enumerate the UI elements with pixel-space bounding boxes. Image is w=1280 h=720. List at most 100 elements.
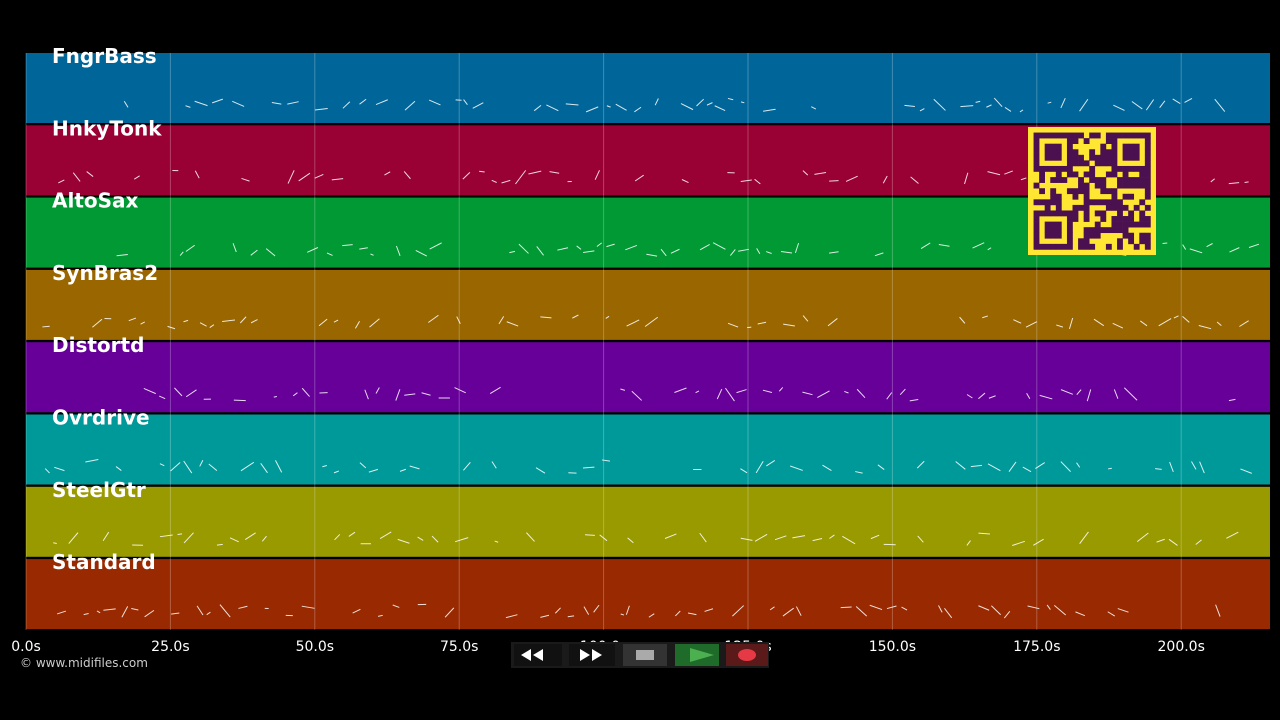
play-button[interactable]	[675, 644, 719, 666]
note	[606, 243, 615, 248]
qr-cell	[1117, 243, 1123, 250]
qr-cell	[1144, 143, 1151, 150]
qr-cell	[1066, 154, 1073, 161]
note	[428, 99, 441, 106]
qr-cell	[1139, 182, 1146, 189]
rewind-button[interactable]	[514, 644, 562, 666]
qr-cell	[1122, 221, 1129, 228]
note	[194, 170, 200, 179]
stop-button[interactable]	[623, 644, 667, 666]
note	[44, 468, 50, 474]
qr-cell	[1055, 193, 1062, 200]
note	[654, 98, 659, 106]
note	[404, 100, 416, 111]
qr-cell	[1033, 232, 1040, 239]
note	[1113, 389, 1119, 399]
note	[783, 323, 795, 327]
qr-cell	[1033, 165, 1040, 172]
qr-cell	[1039, 210, 1045, 217]
qr-cell	[1039, 177, 1045, 183]
qr-cell	[1144, 138, 1151, 144]
note	[795, 606, 802, 616]
qr-cell	[1066, 243, 1073, 250]
track: Standard	[26, 550, 1270, 630]
note	[565, 103, 579, 106]
qr-cell	[1089, 132, 1096, 139]
track-name: SynBras2	[52, 261, 158, 285]
qr-cell	[1111, 165, 1118, 172]
track-lane	[26, 486, 1270, 557]
qr-cell	[1072, 216, 1079, 222]
note	[855, 471, 863, 474]
qr-cell	[1122, 132, 1129, 139]
qr-cell	[1083, 193, 1090, 200]
note	[1169, 461, 1174, 473]
note	[594, 170, 600, 180]
note	[1239, 320, 1249, 327]
qr-cell	[1111, 221, 1118, 228]
note	[103, 608, 116, 611]
note	[674, 610, 681, 617]
note	[978, 532, 990, 535]
copyright: © www.midifiles.com	[20, 656, 148, 670]
qr-cell	[1089, 243, 1096, 250]
note	[625, 605, 630, 615]
qr-cell	[1128, 210, 1135, 217]
qr-cell	[1128, 132, 1135, 139]
note	[334, 534, 341, 541]
note	[812, 537, 823, 542]
note	[987, 463, 1001, 472]
note	[143, 387, 156, 395]
note	[498, 316, 505, 325]
note	[615, 103, 627, 111]
note	[359, 98, 367, 105]
qr-cell	[1128, 232, 1135, 239]
note	[240, 461, 255, 472]
qr-cell	[1072, 132, 1079, 139]
qr-cell	[1078, 177, 1084, 183]
grid	[25, 53, 1182, 630]
qr-cell	[1055, 177, 1062, 183]
note	[397, 538, 410, 544]
note	[1019, 109, 1024, 113]
note	[444, 607, 455, 618]
qr-cell	[1072, 204, 1079, 211]
forward-button[interactable]	[569, 644, 615, 666]
note	[596, 242, 603, 247]
note	[646, 253, 658, 257]
note	[993, 97, 1003, 108]
note	[1020, 177, 1027, 181]
note	[1112, 322, 1124, 329]
qr-cell	[1072, 160, 1079, 167]
qr-cell	[1083, 171, 1090, 178]
qr-cell	[1094, 210, 1101, 217]
note	[428, 314, 439, 323]
note	[938, 243, 950, 247]
record-button[interactable]	[726, 644, 768, 666]
note	[1047, 101, 1052, 104]
qr-cell	[1144, 149, 1151, 156]
qr-cell	[1050, 154, 1057, 161]
note	[116, 254, 128, 257]
note	[766, 460, 776, 467]
qr-cell	[1128, 154, 1135, 161]
qr-cell	[1055, 232, 1062, 239]
qr-cell	[1083, 210, 1090, 217]
note	[601, 459, 611, 462]
qr-cell	[1033, 132, 1040, 139]
note	[869, 604, 883, 611]
note	[778, 387, 784, 392]
qr-cell	[1083, 138, 1090, 144]
note	[1145, 99, 1155, 111]
note	[375, 99, 388, 106]
note	[567, 615, 575, 618]
note	[1158, 318, 1172, 327]
note	[489, 386, 501, 395]
rewind-icon	[521, 649, 543, 661]
stop-icon	[636, 650, 654, 660]
note	[910, 176, 919, 184]
qr-cell	[1094, 160, 1101, 167]
controls	[511, 642, 769, 668]
note	[960, 105, 974, 108]
